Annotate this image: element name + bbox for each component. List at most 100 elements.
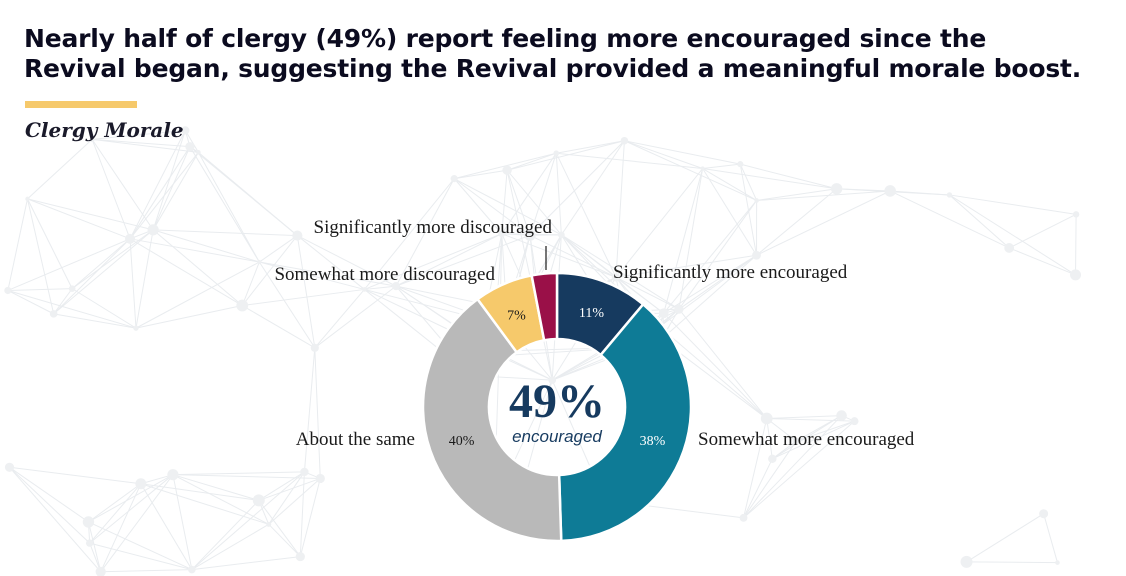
network-line	[9, 466, 102, 573]
network-dot	[620, 136, 629, 145]
network-dot	[752, 250, 761, 260]
network-line	[100, 474, 174, 573]
network-line	[624, 140, 703, 169]
network-line	[153, 229, 298, 237]
network-line	[743, 418, 768, 518]
accent-bar	[25, 101, 137, 108]
network-line	[71, 229, 154, 290]
network-line	[191, 471, 305, 570]
network-line	[555, 152, 617, 278]
network-line	[702, 168, 837, 190]
network-dot	[498, 230, 506, 238]
network-line	[555, 153, 562, 235]
slices-layer	[421, 271, 693, 543]
network-line	[395, 234, 531, 287]
network-line	[663, 200, 758, 314]
network-line	[27, 198, 73, 289]
network-dot	[548, 376, 557, 384]
network-line	[1008, 247, 1076, 276]
network-line	[529, 140, 625, 236]
network-line	[756, 188, 837, 201]
network-line	[1008, 213, 1077, 249]
network-dot	[89, 136, 95, 142]
network-dot	[850, 417, 859, 426]
network-line	[135, 305, 243, 329]
network-dot	[196, 150, 201, 155]
network-line	[663, 312, 768, 419]
network-line	[140, 483, 259, 501]
network-dot	[147, 224, 159, 236]
network-line	[129, 238, 260, 263]
network-dot	[185, 142, 195, 152]
network-dot	[82, 516, 95, 528]
network-dot	[739, 513, 748, 522]
network-line	[140, 483, 269, 525]
network-dot	[960, 555, 973, 568]
network-dot	[257, 259, 262, 265]
network-line	[7, 289, 137, 329]
network-line	[189, 146, 298, 236]
network-dot	[553, 150, 560, 157]
network-dot	[68, 285, 76, 292]
network-dot	[236, 299, 249, 312]
network-dot	[1055, 560, 1060, 565]
network-line	[129, 146, 191, 240]
network-line	[529, 153, 557, 236]
network-dot	[135, 478, 147, 490]
network-dot	[1070, 269, 1082, 281]
headline: Nearly half of clergy (49%) report feeli…	[24, 24, 1082, 83]
network-line	[299, 471, 305, 557]
network-line	[129, 238, 137, 329]
network-line	[258, 477, 321, 501]
network-dot	[362, 287, 367, 292]
network-line	[9, 466, 141, 485]
network-dot	[768, 454, 777, 464]
network-line	[501, 170, 508, 234]
center-value: 49%	[509, 375, 605, 428]
network-line	[89, 483, 142, 544]
network-line	[702, 163, 741, 170]
chart-subtitle: Clergy Morale	[25, 118, 184, 142]
network-line	[949, 194, 1076, 276]
network-line	[184, 130, 199, 153]
network-line	[299, 478, 321, 557]
network-line	[966, 561, 1058, 564]
network-line	[453, 178, 562, 236]
network-line	[297, 235, 365, 290]
network-line	[615, 140, 625, 278]
network-line	[172, 474, 269, 525]
network-line	[71, 238, 131, 290]
network-dots	[4, 126, 1082, 576]
network-line	[506, 140, 625, 171]
network-line	[659, 326, 768, 419]
network-line	[7, 290, 54, 315]
network-line	[615, 276, 664, 314]
network-line	[172, 471, 305, 476]
network-line	[314, 285, 397, 349]
network-dot	[524, 229, 536, 241]
network-line	[889, 190, 1010, 249]
network-dot	[188, 565, 196, 574]
network-dot	[85, 539, 94, 547]
network-line	[1075, 214, 1077, 275]
network-line	[739, 164, 758, 256]
network-line	[661, 254, 757, 340]
network-line	[702, 168, 757, 256]
network-line	[529, 234, 617, 278]
network-line	[241, 261, 260, 306]
network-line	[7, 198, 28, 291]
network-dot	[4, 286, 12, 295]
network-line	[966, 513, 1044, 563]
percent-label-0: 11%	[579, 306, 604, 321]
network-line	[296, 235, 316, 348]
network-line	[364, 178, 455, 290]
network-line	[135, 229, 154, 329]
network-dot	[25, 196, 30, 202]
network-line	[663, 254, 757, 314]
network-line	[27, 198, 131, 240]
network-line	[766, 418, 797, 442]
network-line	[100, 483, 142, 572]
network-line	[7, 238, 131, 291]
